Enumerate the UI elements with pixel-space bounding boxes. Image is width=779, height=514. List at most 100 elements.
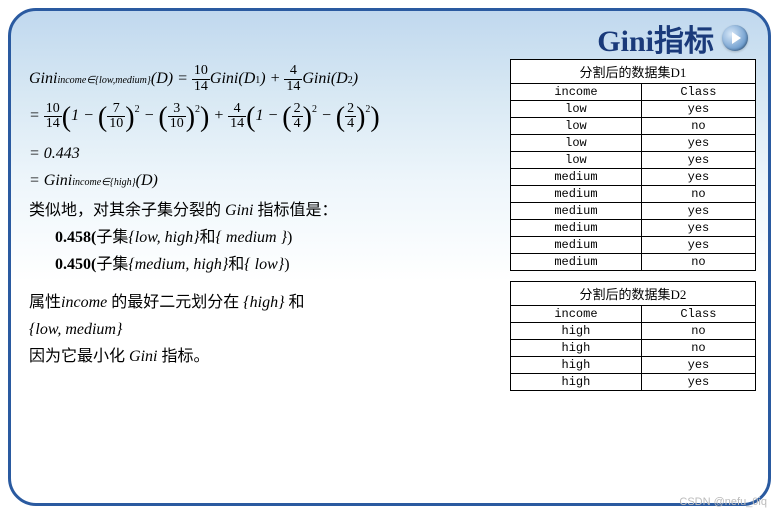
because-line: 因为它最小化 Gini 指标。 — [29, 345, 508, 369]
table-cell: low — [511, 118, 642, 135]
frac-10-14: 1014 — [192, 64, 210, 94]
one-minus: 1 − — [71, 107, 98, 124]
because: 因为它最小化 — [29, 348, 129, 365]
table-header-cell: Class — [641, 84, 755, 101]
r2-val: 0.450( — [55, 256, 96, 273]
result-2: 0.450(子集{medium, high}和{ low}) — [55, 253, 508, 277]
table-cell: medium — [511, 237, 642, 254]
eq1-c: Gini(D — [210, 70, 255, 87]
table-row: highno — [511, 340, 756, 357]
watermark: CSDN @nefu_0iq — [679, 496, 767, 508]
r1-end: ) — [287, 229, 292, 246]
gini-word: Gini — [29, 70, 57, 87]
table-row: highyes — [511, 357, 756, 374]
best-split-line: 属性income 的最好二元划分在 {high} 和 — [29, 291, 508, 315]
best-b: 的最好二元划分在 — [107, 294, 243, 311]
table-header-cell: income — [511, 306, 642, 323]
eq1-d: ) + — [260, 70, 284, 87]
table-cell: yes — [641, 237, 755, 254]
table-cell: high — [511, 323, 642, 340]
table-row: mediumno — [511, 254, 756, 271]
page-title: Gini指标 — [597, 16, 714, 60]
content-area: Giniincome∈{low,medium}(D) = 1014Gini(D1… — [29, 61, 508, 493]
best-split-line2: {low, medium} — [29, 318, 508, 342]
table-row: highno — [511, 323, 756, 340]
r1-set: {low, high} — [128, 229, 199, 246]
table-cell: yes — [641, 101, 755, 118]
table-cell: medium — [511, 203, 642, 220]
eq4-b: (D) — [136, 172, 158, 189]
table-cell: no — [641, 323, 755, 340]
frac-2-4b: 24 — [345, 102, 356, 132]
table-cell: medium — [511, 220, 642, 237]
table-cell: yes — [641, 357, 755, 374]
gini-it: Gini — [225, 202, 253, 219]
minus2: − — [317, 107, 336, 124]
table-row: lowno — [511, 118, 756, 135]
eq1-f: ) — [353, 70, 358, 87]
r1-and: 和 — [200, 229, 216, 246]
table-row: lowyes — [511, 135, 756, 152]
eq4-a: = Gini — [29, 172, 72, 189]
frac-10-14b: 1014 — [44, 102, 62, 132]
eq2-eq: = — [29, 107, 44, 124]
table-cell: medium — [511, 186, 642, 203]
r1-val: 0.458( — [55, 229, 96, 246]
best-and: 和 — [284, 294, 304, 311]
similar-text: 类似地，对其余子集分裂的 — [29, 202, 225, 219]
table-cell: yes — [641, 169, 755, 186]
table-cell: high — [511, 340, 642, 357]
minus1: − — [140, 107, 159, 124]
table-header-cell: income — [511, 84, 642, 101]
plus: + — [209, 107, 228, 124]
gini-it2: Gini — [129, 348, 157, 365]
similar-tail: 指标值是： — [253, 202, 337, 219]
best-a: 属性 — [29, 294, 61, 311]
table-d1: 分割后的数据集D1 incomeClasslowyeslownolowyeslo… — [510, 59, 756, 271]
eq-line-2: = 1014(1 − (710)2 − (310)2) + 414(1 − (2… — [29, 97, 508, 139]
table-row: mediumyes — [511, 203, 756, 220]
tables-area: 分割后的数据集D1 incomeClasslowyeslownolowyeslo… — [510, 59, 756, 401]
r1-a: 子集 — [96, 229, 128, 246]
r2-and: 和 — [228, 256, 244, 273]
frac-3-10: 310 — [168, 102, 186, 132]
table-cell: no — [641, 186, 755, 203]
table-cell: low — [511, 135, 642, 152]
table-header-cell: Class — [641, 306, 755, 323]
eq1-e: Gini(D — [302, 70, 347, 87]
frac-7-10: 710 — [107, 102, 125, 132]
table-row: lowyes — [511, 101, 756, 118]
table-cell: yes — [641, 220, 755, 237]
table-row: mediumno — [511, 186, 756, 203]
frac-4-14b: 414 — [228, 102, 246, 132]
sub-lowmed: income∈{low,medium} — [57, 75, 150, 86]
because-tail: 指标。 — [157, 348, 209, 365]
table-row: mediumyes — [511, 220, 756, 237]
r2-end: ) — [284, 256, 289, 273]
table-cell: medium — [511, 169, 642, 186]
r1-set2: { medium } — [216, 229, 287, 246]
table-cell: medium — [511, 254, 642, 271]
result-1: 0.458(子集{low, high}和{ medium }) — [55, 226, 508, 250]
table-cell: high — [511, 357, 642, 374]
r2-set2: { low} — [244, 256, 284, 273]
table-row: mediumyes — [511, 237, 756, 254]
table-cell: yes — [641, 374, 755, 391]
table-cell: no — [641, 340, 755, 357]
best-income: income — [61, 294, 107, 311]
table-cell: no — [641, 118, 755, 135]
next-arrow-icon[interactable] — [722, 25, 748, 51]
r2-a: 子集 — [96, 256, 128, 273]
table-row: mediumyes — [511, 169, 756, 186]
eq1-b: (D) = — [151, 70, 192, 87]
table-cell: yes — [641, 152, 755, 169]
table-cell: low — [511, 101, 642, 118]
eq-line-4: = Giniincome∈{high}(D) — [29, 169, 508, 193]
best-set2: {low, medium} — [29, 321, 122, 338]
eq-line-3: = 0.443 — [29, 142, 508, 166]
table-d1-caption: 分割后的数据集D1 — [510, 59, 756, 83]
table-cell: high — [511, 374, 642, 391]
table-cell: no — [641, 254, 755, 271]
sub-high: income∈{high} — [72, 177, 135, 188]
similar-line: 类似地，对其余子集分裂的 Gini 指标值是： — [29, 199, 508, 223]
